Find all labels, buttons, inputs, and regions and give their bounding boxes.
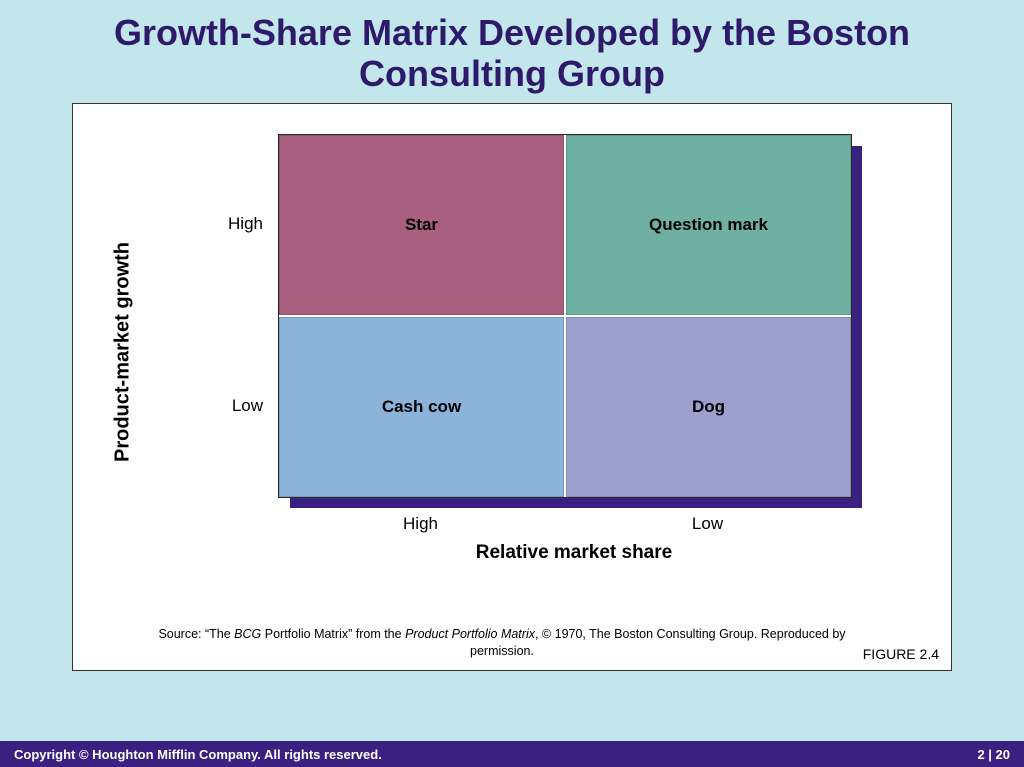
figure-number: FIGURE 2.4 bbox=[863, 646, 939, 662]
matrix-grid: Star Question mark Cash cow Dog bbox=[278, 134, 852, 498]
quadrant-cash-cow: Cash cow bbox=[279, 317, 564, 497]
source-text: Portfolio Matrix” from the bbox=[261, 627, 405, 641]
x-axis-title: Relative market share bbox=[444, 542, 704, 564]
slide-footer: Copyright © Houghton Mifflin Company. Al… bbox=[0, 741, 1024, 767]
quadrant-label: Question mark bbox=[649, 215, 768, 235]
y-axis-title: Product-market growth bbox=[112, 242, 135, 462]
slide-title: Growth-Share Matrix Developed by the Bos… bbox=[30, 12, 994, 95]
copyright-text: Copyright © Houghton Mifflin Company. Al… bbox=[14, 747, 382, 762]
source-em: Product Portfolio Matrix bbox=[405, 627, 535, 641]
source-text: Source: “The bbox=[158, 627, 234, 641]
y-axis-label-low: Low bbox=[153, 396, 263, 416]
page-indicator: 2 | 20 bbox=[977, 747, 1010, 762]
bcg-matrix-chart: Product-market growth High Low Star Ques… bbox=[93, 122, 911, 582]
x-axis-label-low: Low bbox=[668, 514, 748, 534]
quadrant-label: Cash cow bbox=[382, 397, 461, 417]
source-citation: Source: “The BCG Portfolio Matrix” from … bbox=[93, 626, 911, 660]
slide-body: Growth-Share Matrix Developed by the Bos… bbox=[0, 0, 1024, 741]
source-em: BCG bbox=[234, 627, 261, 641]
x-axis-label-high: High bbox=[381, 514, 461, 534]
quadrant-star: Star bbox=[279, 135, 564, 315]
matrix-wrap: Star Question mark Cash cow Dog bbox=[278, 134, 852, 498]
y-axis-label-high: High bbox=[153, 214, 263, 234]
figure-container: Product-market growth High Low Star Ques… bbox=[72, 103, 952, 671]
quadrant-label: Dog bbox=[692, 397, 725, 417]
quadrant-dog: Dog bbox=[566, 317, 851, 497]
quadrant-question-mark: Question mark bbox=[566, 135, 851, 315]
quadrant-label: Star bbox=[405, 215, 438, 235]
